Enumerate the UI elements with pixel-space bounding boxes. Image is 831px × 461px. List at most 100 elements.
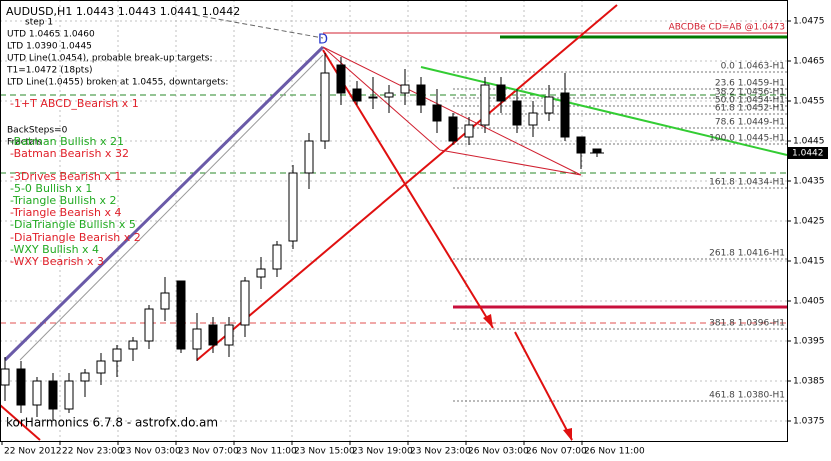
- candle-body: [256, 268, 266, 278]
- y-tick-label: 1.0425: [793, 217, 825, 227]
- fib-label: 0.0 1.0463-H1: [721, 62, 785, 72]
- fib-label: 78.6 1.0449-H1: [715, 118, 785, 128]
- candle-body: [544, 96, 554, 114]
- x-tick-label: 23 Nov 23:00: [410, 447, 471, 457]
- arrow: [322, 49, 494, 329]
- candle-body: [576, 136, 586, 154]
- pattern-count: -DiaTriangle Bearish x 2: [10, 231, 141, 244]
- x-tick-label: 22 Nov 2012: [4, 447, 62, 457]
- pattern-count: -Batman Bearish x 32: [10, 147, 129, 160]
- candle-body: [592, 148, 602, 154]
- y-tick-label: 1.0375: [793, 417, 825, 427]
- y-tick-label: 1.0475: [793, 17, 825, 27]
- pattern-count: -3Drives Bearish x 1: [10, 170, 121, 183]
- x-tick-label: 23 Nov 19:00: [352, 447, 413, 457]
- candle-body: [128, 340, 138, 350]
- pivot-label: D: [318, 33, 328, 48]
- pattern-count: -Triangle Bullish x 2: [10, 194, 117, 207]
- fib-label: 261.8 1.0416-H1: [709, 249, 785, 259]
- candle-body: [320, 72, 330, 142]
- y-tick-label: 1.0465: [793, 57, 825, 67]
- candle-body: [176, 280, 186, 350]
- y-tick-label: 1.0455: [793, 97, 825, 107]
- candle-body: [528, 112, 538, 126]
- fib-label: 381.8 1.0396-H1: [709, 319, 785, 329]
- triangle: [322, 46, 582, 176]
- candle-body: [384, 92, 394, 98]
- price-label: 1.0442: [792, 149, 824, 159]
- candle-body: [464, 124, 474, 138]
- watermark: korHarmonics 6.7.8 - astrofx.do.am: [6, 416, 218, 430]
- candle-body: [208, 324, 218, 346]
- candle-body: [192, 328, 202, 350]
- candle-body: [160, 292, 170, 310]
- trend-line: [196, 4, 618, 361]
- y-tick-label: 1.0435: [793, 177, 825, 187]
- info-line: step 1: [25, 18, 53, 28]
- y-tick-label: 1.0445: [793, 137, 825, 147]
- arrow-head: [563, 428, 572, 441]
- y-tick-label: 1.0405: [793, 297, 825, 307]
- fib-label: 461.8 1.0380-H1: [709, 391, 785, 401]
- fib-label: 61.8 1.0452-H1: [715, 104, 785, 114]
- pattern-count: -Triangle Bearish x 4: [10, 206, 122, 219]
- target-label: ABCDBe CD=AB @1.0473: [669, 23, 785, 33]
- grid: [0, 0, 787, 441]
- y-tick-label: 1.0385: [793, 377, 825, 387]
- x-tick-label: 23 Nov 15:00: [294, 447, 355, 457]
- x-tick-label: 23 Nov 11:00: [236, 447, 297, 457]
- candle-body: [560, 92, 570, 138]
- y-tick-label: 1.0415: [793, 257, 825, 267]
- fib-label: 38.2 1.0456-H1: [715, 88, 785, 98]
- pattern-leg: [3, 45, 325, 362]
- fib-label: 23.6 1.0459-H1: [715, 79, 785, 89]
- candle-body: [112, 348, 122, 362]
- trend-line: [194, 14, 324, 39]
- fib-label: 100.0 1.0445-H1: [709, 134, 785, 144]
- x-tick-label: 23 Nov 03:00: [120, 447, 181, 457]
- candle-body: [352, 88, 362, 102]
- info-line: UTD 1.0465 1.0460: [7, 30, 95, 40]
- arrow-head: [483, 314, 493, 328]
- info-line: UTD Line(1.0454), probable break-up targ…: [7, 54, 213, 64]
- pattern-count: -5-0 Bullish x 1: [10, 182, 92, 195]
- candle-body: [16, 368, 26, 406]
- candle-body: [512, 100, 522, 126]
- candle-body: [48, 380, 58, 410]
- candle-body: [224, 324, 234, 346]
- pattern-leg: [19, 54, 324, 361]
- trend-line: [0, 404, 41, 441]
- x-tick-label: 23 Nov 07:00: [178, 447, 239, 457]
- x-tick-label: 22 Nov 23:00: [62, 447, 123, 457]
- candle-body: [304, 140, 314, 174]
- candle-body: [32, 380, 42, 406]
- trend-line: [420, 66, 788, 156]
- candle-body: [480, 84, 490, 126]
- candle-body: [272, 244, 282, 270]
- candle-body: [288, 172, 298, 242]
- price-box: [788, 147, 828, 159]
- info-line: LTD Line(1.0455) broken at 1.0455, downt…: [7, 78, 228, 88]
- candle-body: [144, 308, 154, 342]
- arrow: [514, 331, 573, 441]
- candle-body: [432, 104, 442, 122]
- candle-body: [416, 84, 426, 106]
- candle-body: [64, 380, 74, 410]
- candle-body: [368, 96, 378, 99]
- candle-body: [0, 368, 10, 386]
- pattern-count: -1+T ABCD_Bearish x 1: [10, 97, 139, 110]
- candle-body: [240, 280, 250, 326]
- fib-label: 161.8 1.0434-H1: [709, 178, 785, 188]
- pattern-count: -DiaTriangle Bullish x 5: [10, 218, 136, 231]
- x-tick-label: 26 Nov 03:00: [468, 447, 529, 457]
- y-tick-label: 1.0395: [793, 337, 825, 347]
- candle-body: [96, 360, 106, 374]
- info-line: BackSteps=0: [7, 126, 68, 136]
- x-tick-label: 26 Nov 11:00: [584, 447, 645, 457]
- candle-body: [496, 84, 506, 102]
- pattern-count: -WXY Bullish x 4: [10, 243, 99, 256]
- candle-body: [400, 84, 410, 94]
- overlays: [0, 4, 788, 441]
- info-line: LTD 1.0390 1.0445: [7, 42, 92, 52]
